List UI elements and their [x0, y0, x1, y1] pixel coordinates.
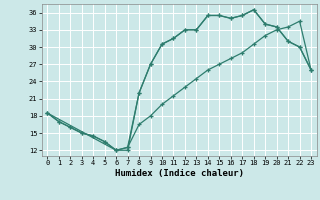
X-axis label: Humidex (Indice chaleur): Humidex (Indice chaleur) [115, 169, 244, 178]
